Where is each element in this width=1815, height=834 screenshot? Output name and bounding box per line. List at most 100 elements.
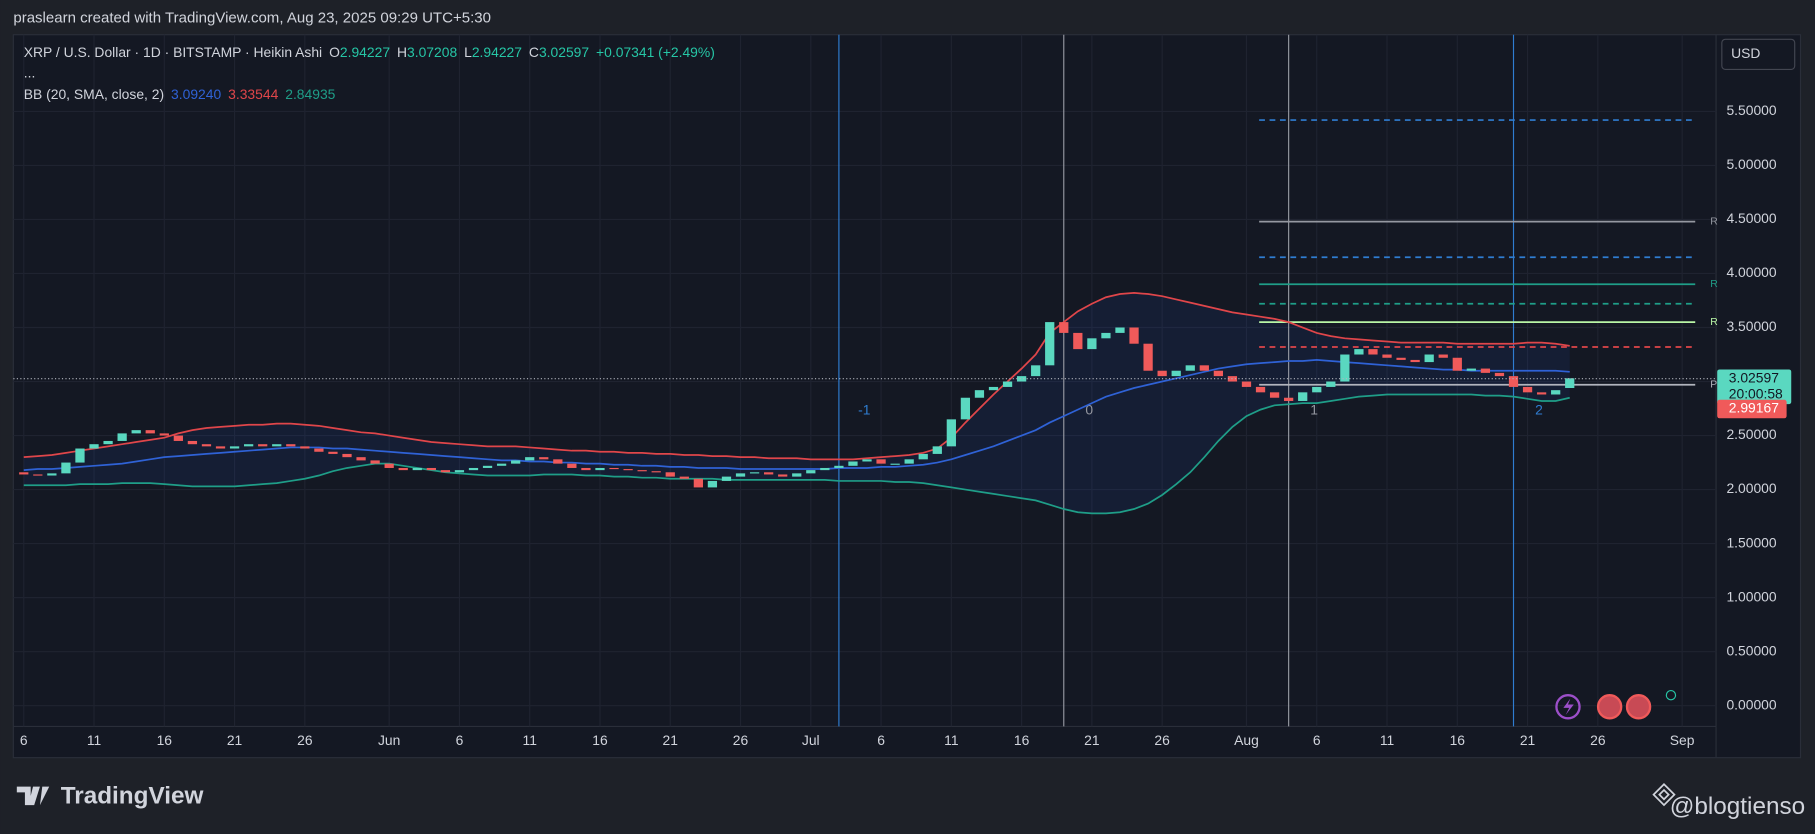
candle-body [1508, 376, 1519, 387]
candle-body [525, 457, 535, 461]
candle-body [356, 457, 366, 461]
y-tick-label: 1.50000 [1726, 534, 1776, 550]
x-tick-label: 6 [456, 732, 464, 748]
y-tick-label: 5.50000 [1726, 102, 1776, 118]
x-tick-label: 16 [157, 732, 173, 748]
lightning-icon[interactable] [1555, 694, 1581, 720]
candle-body [468, 467, 479, 471]
candle-body [272, 444, 282, 447]
candle-body [960, 397, 971, 420]
candle-body [834, 465, 844, 468]
candle-body [1382, 354, 1392, 358]
candle-body [1368, 349, 1378, 355]
candle-body [89, 444, 99, 449]
candle-body [1340, 354, 1350, 382]
bb-lower [23, 393, 1570, 515]
candle-body [553, 459, 563, 464]
candle-body [145, 430, 155, 434]
y-tick-label: 4.50000 [1726, 210, 1776, 226]
candle-body [1171, 370, 1181, 377]
cycle-label: 0 [1085, 401, 1093, 417]
candle-body [370, 460, 380, 464]
currency-button[interactable] [1721, 38, 1796, 70]
candle-body [1199, 365, 1209, 371]
flag-icon[interactable] [1596, 694, 1623, 720]
candle-body [426, 467, 436, 471]
bb-legend: BB (20, SMA, close, 2) 3.09240 3.33544 2.84… [24, 86, 336, 102]
level-label: R [1710, 317, 1718, 328]
handle: @blogtienso [1670, 793, 1805, 820]
candle-body [1354, 349, 1364, 355]
candle-body [623, 469, 633, 471]
candle-body [117, 433, 127, 441]
candle-body [229, 446, 240, 449]
cycle-label: 1 [1310, 401, 1318, 417]
candle-body [679, 476, 689, 479]
candle-body [876, 459, 886, 464]
candle-body [693, 478, 703, 488]
candle-body [1213, 370, 1223, 377]
x-tick-label: 6 [20, 732, 28, 748]
candle-body [412, 467, 422, 471]
x-tick-label: Jul [802, 732, 820, 748]
x-tick-label: 11 [1380, 732, 1395, 748]
l-label: L [464, 44, 472, 60]
level-label: P [1710, 380, 1717, 391]
candle-body [1255, 386, 1266, 393]
candle-body [1466, 368, 1476, 371]
logo-mark [16, 786, 50, 806]
candle-body [1284, 397, 1294, 401]
candle-body [1157, 370, 1167, 377]
candle-body [314, 448, 324, 452]
candle-body [890, 463, 900, 465]
candle-body [806, 470, 816, 474]
x-tick-label: Aug [1234, 732, 1259, 748]
x-tick-label: 26 [297, 732, 313, 748]
h-value: 3.07208 [407, 44, 457, 60]
candle-body [1565, 378, 1575, 389]
x-tick-label: 6 [1313, 732, 1321, 748]
l-value: 2.94227 [472, 44, 522, 60]
candle-body [1396, 357, 1406, 360]
candle-body [1551, 390, 1561, 395]
x-tick-label: Jun [378, 732, 400, 748]
candle-body [1410, 359, 1420, 363]
x-tick-label: 16 [592, 732, 608, 748]
c-value: 3.02597 [539, 44, 589, 60]
candle-body [1073, 332, 1083, 350]
bb-basis [23, 359, 1570, 471]
candle-body [1326, 381, 1336, 387]
x-tick-label: 21 [1084, 732, 1100, 748]
countdown: 20:00:58 [1729, 386, 1783, 402]
candle-body [665, 472, 675, 477]
last-price-box [1717, 369, 1792, 405]
bb-label: BB (20, SMA, close, 2) [24, 86, 164, 102]
candle-body [581, 467, 591, 471]
candle-body [778, 474, 788, 477]
candle-body [932, 446, 942, 454]
last-price-label: 3.02597 [1729, 369, 1779, 385]
candle-body [1241, 381, 1252, 387]
x-tick-label: 21 [227, 732, 243, 748]
candle-body [1059, 322, 1069, 333]
flag-icon[interactable] [1625, 694, 1652, 720]
candle-body [595, 467, 605, 471]
x-tick-label: 11 [944, 732, 959, 748]
candle-body [187, 440, 198, 445]
candle-body [454, 470, 465, 473]
handle-icon [1652, 783, 1676, 807]
candle-body [792, 473, 802, 477]
o-label: O [329, 44, 340, 60]
y-tick-label: 2.50000 [1726, 426, 1776, 442]
candle-body [1185, 365, 1195, 371]
candle-body [651, 471, 661, 473]
candle-body [19, 472, 29, 475]
x-tick-label: 6 [877, 732, 885, 748]
candle-body [244, 444, 254, 447]
candle-body [33, 474, 43, 476]
x-tick-label: 16 [1014, 732, 1030, 748]
currency[interactable]: USD [1731, 45, 1760, 61]
sun-icon[interactable] [1665, 689, 1677, 701]
x-tick-label: 26 [1590, 732, 1606, 748]
